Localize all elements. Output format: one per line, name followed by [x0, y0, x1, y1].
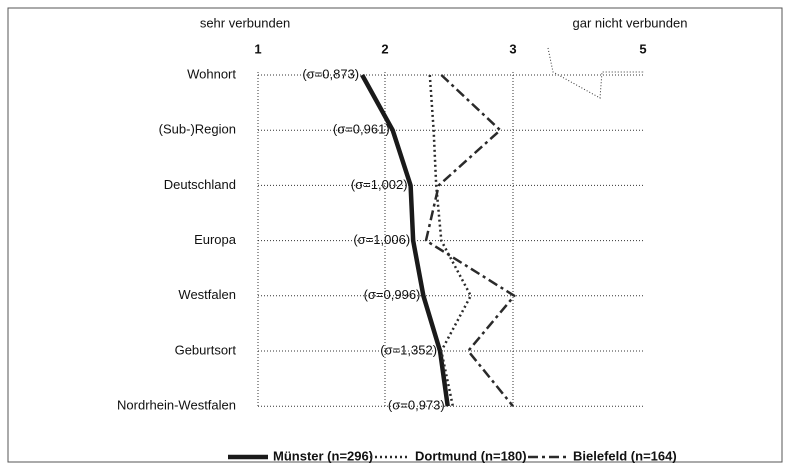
axis-break — [547, 47, 643, 99]
category-label: Deutschland — [164, 177, 236, 192]
x-label-left: sehr verbunden — [200, 15, 290, 30]
series-line — [360, 73, 450, 407]
category-label: Wohnort — [187, 66, 236, 81]
sigma-label: (σ=0,961) — [333, 122, 390, 137]
legend-label: Dortmund (n=180) — [415, 448, 527, 463]
sigma-label: (σ=0,873) — [302, 66, 359, 81]
category-label: (Sub-)Region — [159, 122, 236, 137]
sigma-label: (σ=1,002) — [351, 177, 408, 192]
x-label-right: gar nicht verbunden — [573, 15, 688, 30]
series-line — [428, 74, 473, 407]
sigma-label: (σ=1,006) — [353, 232, 410, 247]
frame — [7, 7, 783, 463]
category-label: Europa — [194, 232, 237, 247]
x-tick-label: 1 — [254, 41, 261, 56]
legend-label: Bielefeld (n=164) — [573, 448, 677, 463]
category-label: Westfalen — [178, 287, 236, 302]
x-tick-label: 3 — [509, 41, 516, 56]
legend-label: Münster (n=296) — [273, 448, 373, 463]
category-label: Nordrhein-Westfalen — [117, 398, 236, 413]
x-tick-label: 5 — [639, 41, 646, 56]
x-tick-label: 2 — [381, 41, 388, 56]
sigma-label: (σ=0,996) — [364, 287, 421, 302]
sigma-label: (σ=1,352) — [380, 342, 437, 357]
category-label: Geburtsort — [175, 342, 237, 357]
series-line — [424, 74, 516, 407]
sigma-label: (σ=0,973) — [388, 398, 445, 413]
